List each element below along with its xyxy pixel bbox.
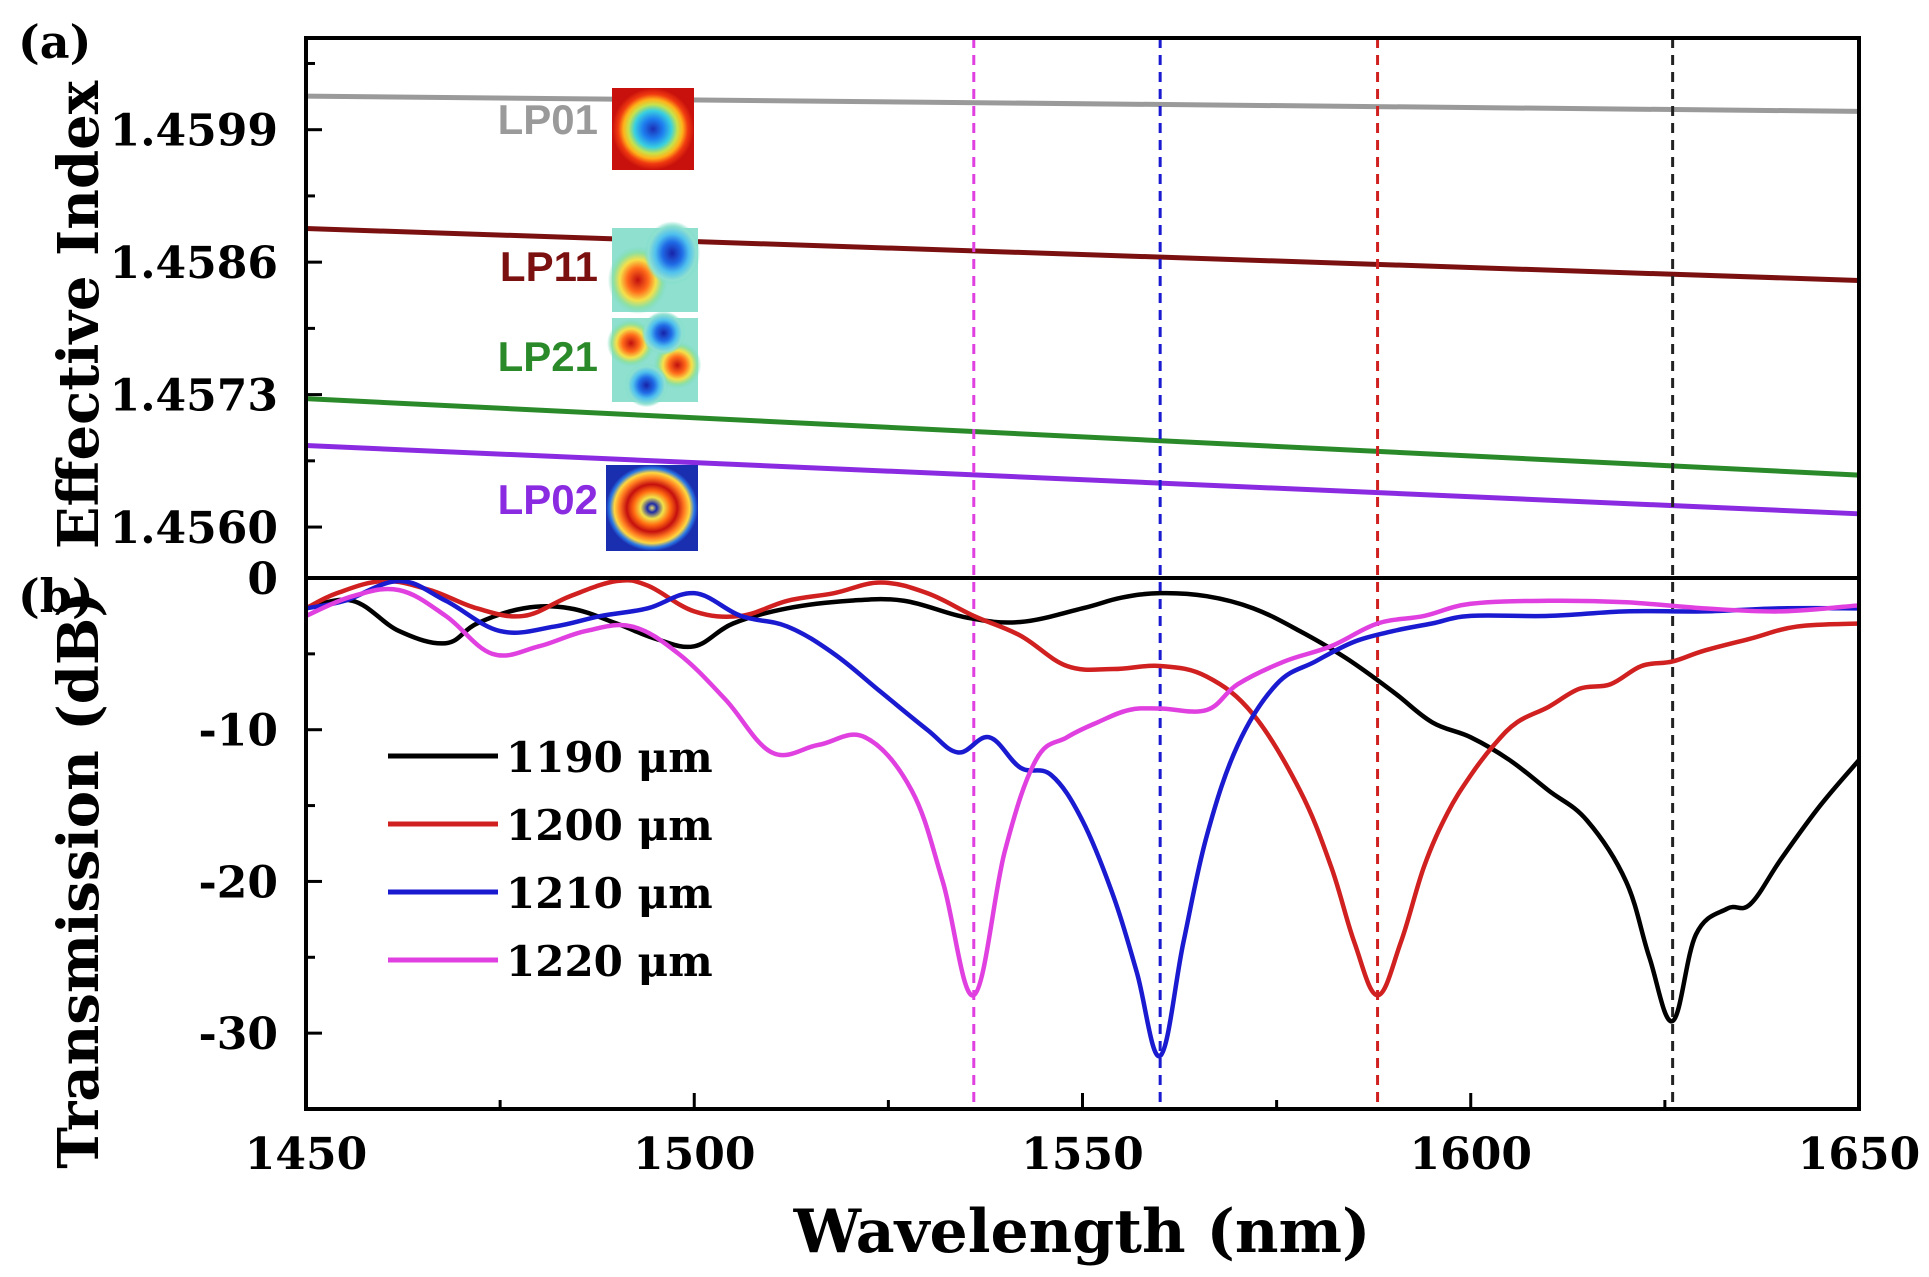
panel-b-lines [304, 577, 1861, 1059]
y-tick-label-b: -20 [199, 857, 279, 908]
x-tick-label: 1600 [1410, 1129, 1532, 1180]
series-line-lp11 [305, 226, 1860, 283]
mode-lobe [641, 311, 686, 356]
y-tick-label-a: 1.4599 [110, 106, 278, 157]
legend-label-4: 1220 μm [506, 937, 713, 986]
legend-label-2: 1200 μm [506, 801, 713, 850]
panel-label-b: (b) [18, 569, 94, 623]
y-tick-label-b: -30 [199, 1009, 279, 1060]
mode-profile-lp01 [612, 88, 694, 170]
series-line-lp21 [305, 396, 1860, 478]
x-tick-label: 1550 [1021, 1129, 1143, 1180]
x-axis-label: Wavelength (nm) [793, 1197, 1371, 1267]
x-tick-label: 1650 [1798, 1129, 1920, 1180]
y-axis-label-a: Effective Index [46, 80, 112, 549]
mode-profile-field [612, 88, 694, 170]
mode-profile-lp11 [607, 221, 701, 315]
series-line-1 [305, 590, 1861, 1024]
x-tick-label: 1450 [245, 1129, 367, 1180]
y-axis-label-b: Transmission (dB) [46, 591, 112, 1169]
series-line-4 [305, 586, 1860, 998]
panel-a-lines [305, 93, 1860, 517]
mode-label-lp02: LP02 [498, 476, 598, 523]
y-tick-label-b: 0 [247, 554, 278, 605]
axes [304, 36, 1861, 1111]
mode-label-lp11: LP11 [500, 243, 598, 290]
series-line-2 [304, 577, 1860, 998]
legend-label-3: 1210 μm [506, 869, 713, 918]
y-tick-label-a: 1.4573 [110, 371, 278, 422]
mode-lobe [624, 363, 669, 408]
legend-label-1: 1190 μm [506, 733, 713, 782]
y-tick-label-a: 1.4586 [110, 238, 278, 289]
mode-profile-lp21 [606, 311, 702, 408]
mode-lobe [644, 221, 701, 286]
series-line-lp01 [305, 93, 1860, 114]
mode-profiles: LP01 LP11 LP21 LP02 [498, 88, 702, 551]
y-tick-label-a: 1.4560 [110, 503, 278, 554]
series-line-3 [305, 578, 1860, 1059]
panel-label-a: (a) [18, 15, 91, 69]
legend: 1190 μm 1200 μm 1210 μm 1220 μm [388, 733, 713, 986]
y-tick-label-b: -10 [199, 706, 279, 757]
panel-b-reference-lines [972, 38, 1675, 1109]
mode-profile-lp02 [606, 465, 698, 551]
series-line-lp02 [305, 443, 1860, 517]
mode-profile-field [606, 465, 698, 551]
mode-label-lp21: LP21 [498, 333, 598, 380]
x-tick-label: 1500 [633, 1129, 755, 1180]
mode-label-lp01: LP01 [498, 96, 598, 143]
